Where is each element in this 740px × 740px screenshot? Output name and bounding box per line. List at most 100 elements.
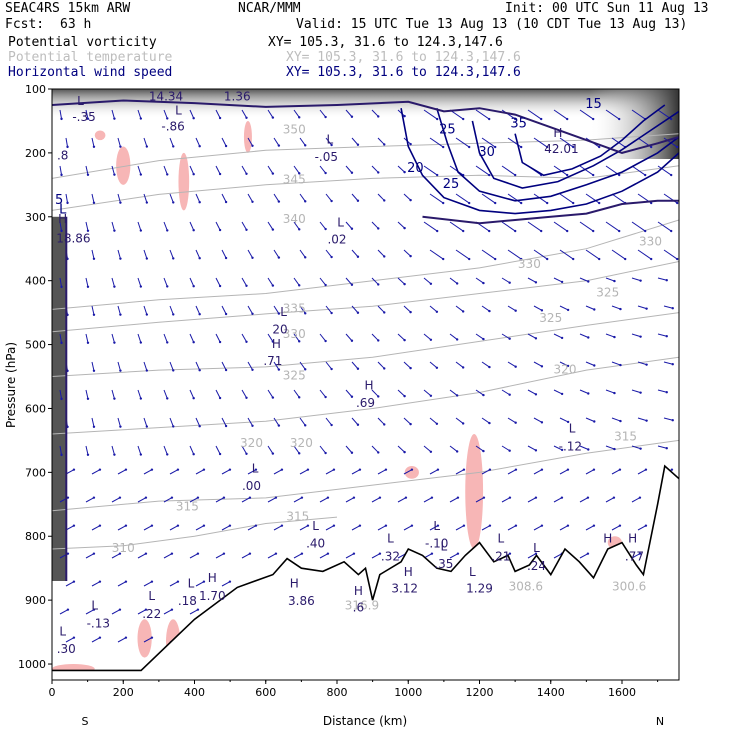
wind-vector: [449, 445, 458, 452]
wind-vector: [117, 637, 127, 643]
wind-vector: [137, 445, 142, 455]
wind-vector: [533, 525, 543, 531]
wind-vector-head: [534, 337, 538, 340]
wind-vector-head: [245, 172, 248, 176]
wind-vector: [85, 553, 95, 559]
wind-vector: [481, 469, 491, 475]
wind-vector-head: [442, 201, 445, 205]
pv-label: 1.29: [466, 581, 493, 595]
wind-vector: [527, 497, 537, 503]
wind-vector: [215, 553, 225, 559]
wind-vector: [85, 277, 89, 287]
pv-label: H: [553, 126, 562, 140]
wind-vector-head: [540, 468, 544, 471]
wind-vector: [143, 469, 153, 475]
wind-vector: [273, 137, 280, 146]
wind-vector-head: [298, 172, 301, 175]
wind-vector-head: [670, 173, 673, 177]
x-tick-label: 1600: [608, 686, 636, 699]
wind-vector: [371, 165, 379, 173]
wind-vector: [65, 137, 69, 147]
wind-vector-head: [222, 496, 226, 499]
wind-vector: [293, 277, 300, 286]
wind-vector-head: [383, 255, 386, 258]
wind-vector: [507, 417, 516, 424]
wind-vector: [559, 249, 574, 260]
wind-vector-head: [251, 424, 254, 428]
pv-label: H: [365, 378, 374, 392]
wind-vector: [397, 277, 405, 285]
pv-label: 1.36: [224, 90, 251, 104]
wind-vector-head: [409, 366, 412, 370]
wind-vector: [579, 333, 589, 338]
wind-vector-head: [66, 608, 70, 611]
wind-vector-head: [139, 229, 143, 232]
wind-vector-head: [92, 313, 96, 316]
wind-vector-head: [468, 257, 471, 261]
wind-vector-head: [430, 552, 434, 555]
wind-vector: [85, 445, 89, 455]
wind-vector: [377, 193, 385, 201]
wind-vector: [215, 221, 221, 231]
pv-label: H: [58, 212, 67, 226]
wind-vector: [91, 193, 95, 203]
wind-vector-head: [251, 368, 254, 372]
wind-vector-head: [218, 452, 222, 456]
wind-vector-head: [304, 312, 307, 315]
pv-label: L: [175, 104, 182, 118]
wind-vector: [657, 389, 667, 393]
x-tick-label: 200: [113, 686, 134, 699]
wind-vector-head: [384, 468, 388, 471]
wind-vector: [91, 305, 95, 315]
wind-vector: [397, 497, 407, 503]
pv-label: L: [433, 519, 440, 533]
wind-vector: [507, 525, 517, 531]
wind-vector-head: [488, 229, 491, 233]
wind-vector-head: [442, 257, 445, 261]
wind-vector-head: [298, 452, 301, 455]
wind-vector-head: [468, 201, 471, 205]
wind-vector-head: [332, 468, 336, 471]
wind-vector: [195, 525, 205, 531]
wind-vector: [397, 165, 405, 173]
y-tick-label: 600: [25, 402, 46, 415]
wind-vector: [111, 609, 121, 615]
wind-vector: [637, 525, 647, 531]
wind-vector: [579, 165, 594, 176]
wind-vector-head: [202, 580, 206, 583]
pv-label: 1.70: [199, 589, 226, 603]
wind-vector: [117, 361, 121, 371]
wind-vector-head: [572, 257, 575, 261]
pv-label: 42.01: [544, 142, 578, 156]
wind-vector-head: [245, 340, 248, 344]
wind-vector-head: [150, 636, 154, 639]
wind-vector: [553, 109, 568, 120]
wind-vector-head: [356, 311, 360, 314]
wind-vector: [481, 137, 496, 148]
x-tick-label: 800: [327, 686, 348, 699]
wind-vector: [475, 497, 485, 503]
wind-vector-head: [514, 173, 517, 177]
wind-vector: [241, 109, 247, 119]
wind-vector-head: [170, 496, 174, 499]
wind-vector-head: [98, 524, 102, 527]
wind-vector-head: [332, 524, 336, 527]
wind-vector-head: [139, 285, 143, 288]
wind-vector-head: [534, 449, 538, 452]
wind-vector-head: [488, 421, 491, 425]
wind-vector-head: [356, 255, 360, 258]
wind-vector-head: [166, 117, 169, 120]
pv-label: L: [337, 215, 344, 229]
wind-vector: [351, 305, 359, 314]
wind-vector-head: [435, 310, 439, 313]
wind-vector: [377, 361, 385, 369]
wind-vector-head: [330, 311, 333, 315]
wind-vector-head: [514, 229, 517, 233]
wind-vector-head: [508, 449, 511, 452]
wind-vector: [85, 389, 89, 399]
wind-vector: [189, 165, 195, 175]
wind-vector: [351, 137, 359, 146]
y-tick-label: 200: [25, 147, 46, 160]
theta-label: 330: [283, 327, 306, 341]
wind-vector: [163, 165, 168, 175]
